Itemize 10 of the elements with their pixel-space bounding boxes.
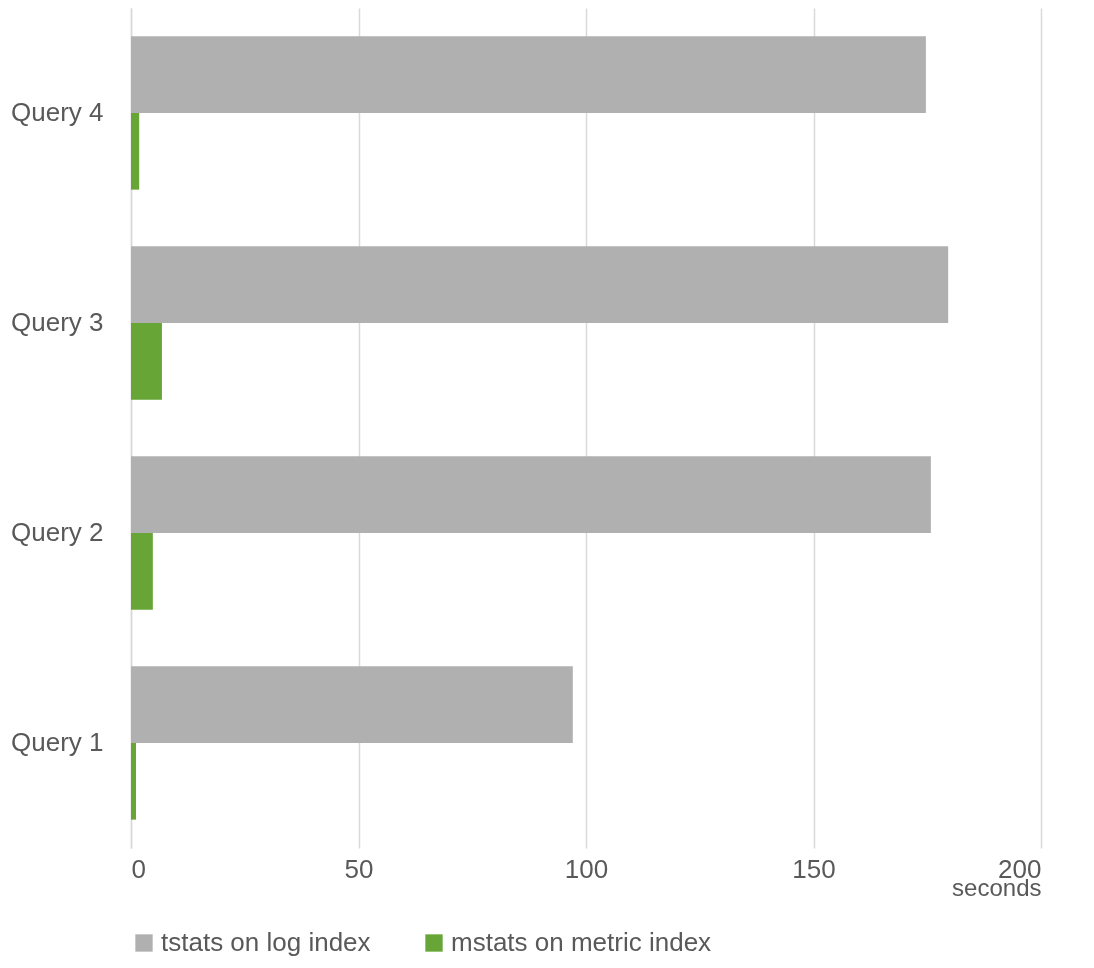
x-tick-label: 50: [344, 853, 374, 884]
y-tick-label: Query 3: [11, 307, 104, 337]
y-tick-label: Query 2: [11, 517, 104, 547]
x-tick-label: 0: [131, 853, 146, 884]
y-tick-label: Query 4: [11, 97, 104, 127]
x-tick-label: 150: [792, 853, 836, 884]
legend-label: tstats on log index: [161, 927, 371, 957]
x-tick-label: 100: [564, 853, 609, 884]
legend-label: mstats on metric index: [451, 927, 712, 957]
y-tick-label: Query 1: [11, 727, 104, 757]
